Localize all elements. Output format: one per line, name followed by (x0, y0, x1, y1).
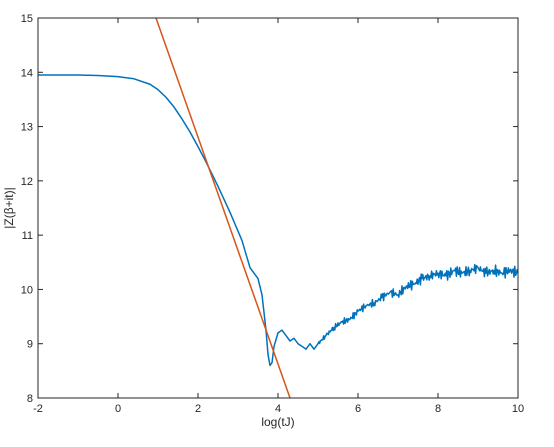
y-tick-label: 13 (21, 122, 33, 134)
series-line-2 (155, 18, 291, 398)
x-tick-label: 2 (195, 403, 201, 415)
x-tick-label: 10 (512, 403, 524, 415)
y-axis-label: |Z(β+it)| (2, 187, 16, 228)
series-line-1 (38, 74, 518, 367)
y-tick-label: 12 (21, 176, 33, 188)
x-tick-label: 8 (435, 403, 441, 415)
x-tick-label: 0 (115, 403, 121, 415)
y-tick-label: 15 (21, 13, 33, 25)
plot-area (38, 18, 518, 398)
y-tick-label: 10 (21, 284, 33, 296)
x-axis-ticks: -2 0 2 4 6 8 10 (33, 18, 524, 415)
series-layer (38, 18, 518, 398)
x-tick-label: -2 (33, 403, 43, 415)
y-tick-label: 14 (21, 67, 33, 79)
y-tick-label: 8 (27, 393, 33, 405)
y-tick-label: 11 (22, 230, 33, 242)
y-tick-label: 9 (27, 339, 33, 351)
x-tick-label: 6 (355, 403, 361, 415)
x-axis-label: log(tJ) (261, 415, 294, 429)
x-tick-label: 4 (275, 403, 281, 415)
y-axis-ticks: 8 9 10 11 12 13 14 15 (21, 13, 518, 405)
